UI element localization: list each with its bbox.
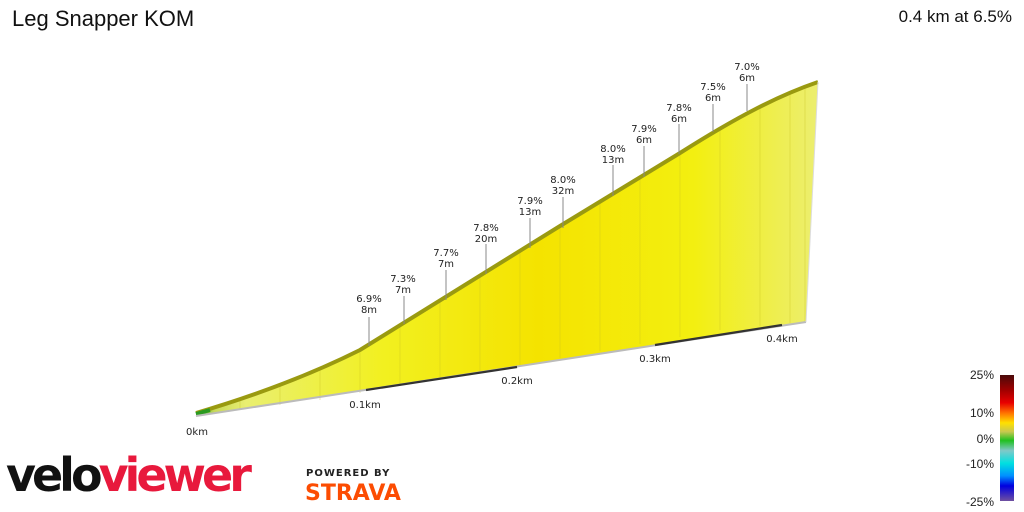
profile-slices — [239, 86, 806, 409]
svg-text:0.3km: 0.3km — [639, 354, 670, 365]
svg-text:7.8%: 7.8% — [473, 223, 498, 234]
svg-text:32m: 32m — [552, 186, 574, 197]
x-axis-labels: 0km 0.1km 0.2km 0.3km 0.4km — [186, 334, 798, 438]
svg-text:0.2km: 0.2km — [501, 376, 532, 387]
svg-text:6m: 6m — [671, 114, 687, 125]
svg-text:8m: 8m — [361, 305, 377, 316]
page-title: Leg Snapper KOM — [12, 6, 195, 31]
distance-ticks — [365, 323, 783, 392]
svg-text:8.0%: 8.0% — [550, 175, 575, 186]
segment-leaders — [368, 84, 748, 346]
svg-text:8.0%: 8.0% — [600, 144, 625, 155]
svg-text:0.1km: 0.1km — [349, 400, 380, 411]
svg-text:0.4km: 0.4km — [766, 334, 797, 345]
powered-by-label: POWERED BY — [306, 468, 391, 479]
svg-text:7.0%: 7.0% — [734, 62, 759, 73]
segment-labels: 6.9%8m 7.3%7m 7.7%7m 7.8%20m 7.9%13m 8.0… — [356, 62, 759, 316]
profile-ridge — [195, 80, 819, 415]
svg-text:6.9%: 6.9% — [356, 294, 381, 305]
scale-label-0: 0% — [976, 432, 994, 446]
svg-text:6m: 6m — [739, 73, 755, 84]
svg-text:7.9%: 7.9% — [631, 124, 656, 135]
svg-text:13m: 13m — [519, 207, 541, 218]
profile-area — [196, 82, 818, 416]
svg-text:6m: 6m — [705, 93, 721, 104]
scale-label-neg10: -10% — [965, 457, 994, 471]
svg-text:7.9%: 7.9% — [517, 196, 542, 207]
svg-text:6m: 6m — [636, 135, 652, 146]
segment-summary: 0.4 km at 6.5% — [898, 7, 1012, 26]
scale-label-10: 10% — [969, 406, 994, 420]
svg-text:0km: 0km — [186, 427, 208, 438]
scale-label-neg25: -25% — [965, 495, 994, 509]
veloviewer-logo: veloviewer — [6, 448, 252, 502]
strava-logo: STRAVA — [305, 481, 401, 506]
gradient-color-scale — [1000, 375, 1014, 501]
svg-text:20m: 20m — [475, 234, 497, 245]
svg-text:7.5%: 7.5% — [700, 82, 725, 93]
svg-text:7.3%: 7.3% — [390, 274, 415, 285]
svg-text:7m: 7m — [438, 259, 454, 270]
svg-text:7.8%: 7.8% — [666, 103, 691, 114]
scale-label-25: 25% — [969, 368, 994, 382]
svg-text:7m: 7m — [395, 285, 411, 296]
svg-text:7.7%: 7.7% — [433, 248, 458, 259]
svg-text:13m: 13m — [602, 155, 624, 166]
